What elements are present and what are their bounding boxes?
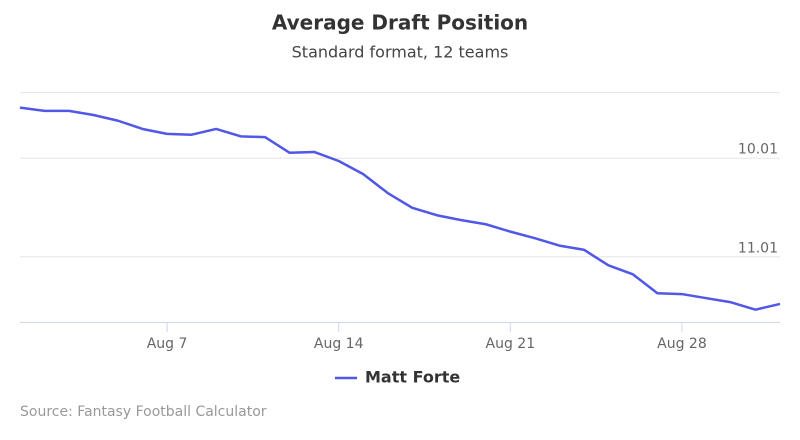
x-tick-label: Aug 14 <box>314 336 364 352</box>
chart-subtitle: Standard format, 12 teams <box>292 43 509 62</box>
x-tick-label: Aug 28 <box>657 336 707 352</box>
x-tick-label: Aug 21 <box>486 336 536 352</box>
chart-title: Average Draft Position <box>272 11 528 35</box>
legend-label: Matt Forte <box>365 368 460 387</box>
y-tick-label: 11.01 <box>738 240 778 256</box>
source: Source: Fantasy Football Calculator <box>20 404 267 420</box>
y-tick-label: 10.01 <box>738 142 778 158</box>
series-line <box>19 106 781 311</box>
x-tick-label: Aug 7 <box>147 336 188 352</box>
